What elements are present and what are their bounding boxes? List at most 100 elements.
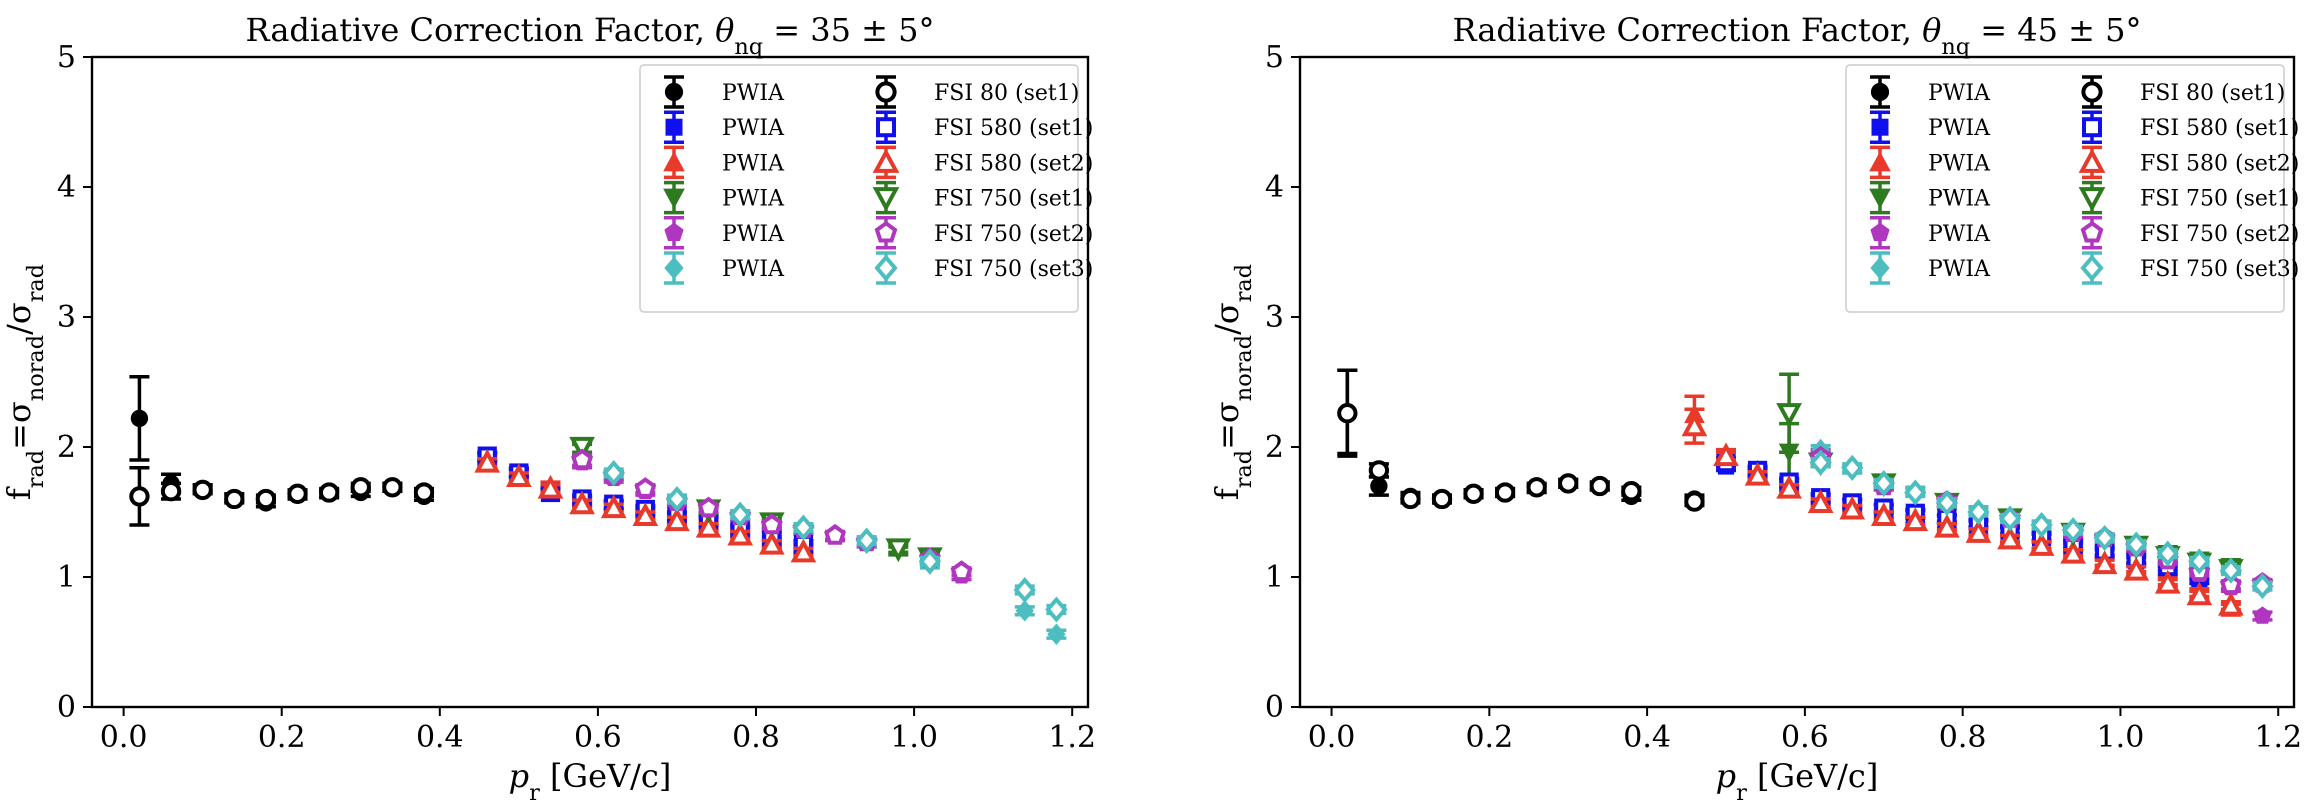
legend-box bbox=[639, 64, 1079, 313]
y-tick-label: 3 bbox=[1265, 300, 1284, 335]
legend-marker bbox=[2082, 117, 2102, 138]
legend: PWIA PWIA PWIA PWIA PWIA PWIA FSI 80 (set1) FSI… bbox=[639, 64, 1093, 313]
data-point bbox=[1621, 481, 1642, 502]
data-point bbox=[950, 560, 973, 582]
legend-box bbox=[1845, 64, 2285, 313]
legend-marker bbox=[1870, 82, 1890, 102]
data-point bbox=[727, 521, 754, 546]
legend-label: PWIA bbox=[722, 187, 785, 212]
xlabel-p-sub: r bbox=[529, 780, 540, 806]
legend-label: PWIA bbox=[1928, 81, 1991, 106]
legend-label: FSI 80 (set1) bbox=[2140, 81, 2285, 106]
data-point bbox=[1337, 403, 1358, 424]
legend-marker bbox=[1871, 118, 1889, 136]
data-point bbox=[1494, 482, 1516, 503]
legend-entry: FSI 750 (set3) bbox=[2080, 251, 2299, 285]
data-point bbox=[1935, 489, 1959, 516]
ylabel-f: f bbox=[1208, 486, 1246, 500]
data-point bbox=[224, 488, 245, 510]
data-point bbox=[569, 490, 595, 515]
data-point bbox=[382, 477, 403, 498]
legend-entry: FSI 80 (set1) bbox=[2081, 75, 2285, 109]
data-point bbox=[2061, 517, 2085, 544]
ylabel-rad-sub: rad bbox=[23, 264, 49, 302]
data-point bbox=[1015, 600, 1034, 622]
data-point bbox=[632, 502, 659, 526]
legend-marker bbox=[872, 187, 900, 212]
data-point bbox=[350, 477, 371, 498]
legend-marker bbox=[2081, 81, 2103, 103]
legend-entry: FSI 750 (set1) bbox=[872, 180, 1093, 215]
ylabel-norad-sub: norad bbox=[23, 335, 49, 401]
chart-right: Radiative Correction Factor, θnq = 45 ± … bbox=[1208, 11, 2302, 806]
legend-marker bbox=[1870, 222, 1890, 241]
xlabel-p: p bbox=[1716, 757, 1736, 795]
x-tick-label: 0.0 bbox=[1308, 720, 1356, 755]
data-point bbox=[2156, 540, 2179, 567]
data-point bbox=[792, 514, 815, 541]
legend-entry: FSI 80 (set1) bbox=[875, 75, 1079, 109]
legend-label: PWIA bbox=[722, 151, 785, 176]
data-point bbox=[1839, 495, 1866, 520]
series-7 bbox=[477, 446, 814, 555]
y-tick-label: 4 bbox=[57, 170, 76, 205]
legend-label: FSI 80 (set1) bbox=[934, 81, 1079, 106]
data-point bbox=[2251, 573, 2274, 600]
x-tick-label: 0.4 bbox=[416, 720, 464, 755]
data-point bbox=[1589, 475, 1610, 497]
legend-marker bbox=[663, 151, 685, 172]
x-tick-label: 1.0 bbox=[890, 720, 938, 755]
legend-marker bbox=[2080, 254, 2104, 282]
data-point bbox=[2093, 524, 2116, 552]
legend-marker bbox=[2078, 148, 2106, 173]
ylabel-f-sub: rad bbox=[1231, 450, 1257, 488]
legend-entry: PWIA bbox=[663, 145, 785, 180]
legend-marker bbox=[665, 118, 683, 136]
legend-label: FSI 750 (set1) bbox=[2140, 187, 2299, 212]
y-tick-label: 2 bbox=[57, 430, 76, 465]
series-6 bbox=[129, 466, 435, 527]
data-point bbox=[1965, 519, 1992, 543]
data-point bbox=[1807, 489, 1834, 513]
legend-entry: FSI 580 (set1) bbox=[876, 110, 1093, 144]
data-point bbox=[1713, 442, 1739, 467]
series-11 bbox=[1809, 449, 2274, 600]
data-point bbox=[1681, 412, 1708, 437]
x-tick-label: 0.4 bbox=[1623, 720, 1671, 755]
data-point bbox=[129, 486, 150, 507]
data-point bbox=[2030, 511, 2053, 539]
x-tick-label: 0.8 bbox=[1939, 720, 1987, 755]
legend: PWIA PWIA PWIA PWIA PWIA PWIA FSI 80 (set1) FSI… bbox=[1845, 64, 2299, 313]
data-point bbox=[130, 409, 149, 428]
legend-entry: PWIA bbox=[1870, 216, 1991, 250]
legend-marker bbox=[1870, 256, 1890, 280]
series-0 bbox=[1337, 368, 1705, 508]
data-point bbox=[665, 485, 689, 513]
ylabel-rad-sub: rad bbox=[1231, 264, 1257, 302]
legend-marker bbox=[876, 117, 896, 138]
legend-entry: PWIA bbox=[663, 180, 785, 215]
data-point bbox=[885, 538, 912, 563]
legend-marker bbox=[663, 188, 685, 209]
data-point bbox=[2154, 569, 2181, 594]
legend-entry: FSI 580 (set2) bbox=[872, 145, 1093, 180]
legend-label: FSI 750 (set2) bbox=[2140, 222, 2299, 247]
data-point bbox=[1368, 460, 1390, 481]
legend-entry: PWIA bbox=[664, 110, 785, 144]
chart-title: Radiative Correction Factor, θnq = 35 ± … bbox=[245, 11, 934, 60]
data-point bbox=[2186, 581, 2213, 606]
xlabel-unit: [GeV/c] bbox=[540, 757, 671, 795]
title-theta-sub: nq bbox=[1941, 34, 1970, 60]
legend-entry: FSI 750 (set3) bbox=[874, 251, 1093, 285]
data-point bbox=[1998, 505, 2022, 532]
legend-label: FSI 750 (set3) bbox=[2140, 257, 2299, 282]
x-tick-label: 0.0 bbox=[100, 720, 148, 755]
legend-entry: FSI 750 (set2) bbox=[2080, 216, 2299, 250]
y-tick-label: 1 bbox=[1265, 560, 1284, 595]
legend-marker bbox=[874, 254, 898, 282]
legend-entry: FSI 580 (set2) bbox=[2078, 145, 2299, 180]
data-point bbox=[1934, 513, 1960, 538]
legend-marker bbox=[2080, 220, 2104, 243]
x-axis-label: pr [GeV/c] bbox=[509, 757, 672, 806]
data-point bbox=[537, 474, 564, 499]
